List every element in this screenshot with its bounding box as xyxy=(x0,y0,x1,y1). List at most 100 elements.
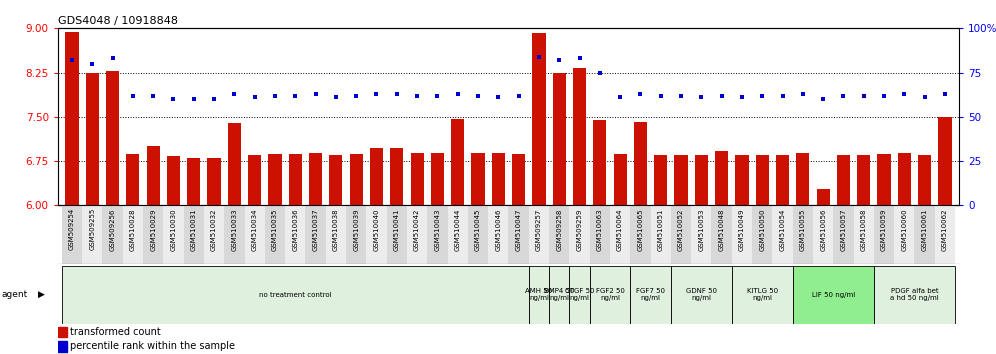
Bar xyxy=(573,68,586,205)
Bar xyxy=(752,205,772,264)
Bar xyxy=(570,266,590,324)
Text: GSM510052: GSM510052 xyxy=(678,208,684,251)
Text: GSM510058: GSM510058 xyxy=(861,208,867,251)
Bar xyxy=(549,266,570,324)
Text: GSM510049: GSM510049 xyxy=(739,208,745,251)
Bar xyxy=(187,158,200,205)
Bar xyxy=(431,153,444,205)
Bar xyxy=(772,205,793,264)
Bar xyxy=(732,266,793,324)
Bar xyxy=(650,205,671,264)
Bar xyxy=(346,205,367,264)
Bar xyxy=(817,189,830,205)
Bar xyxy=(58,341,67,352)
Bar xyxy=(918,155,931,205)
Bar xyxy=(549,205,570,264)
Bar xyxy=(146,146,159,205)
Bar xyxy=(367,205,386,264)
Bar xyxy=(813,205,834,264)
Text: GSM510033: GSM510033 xyxy=(231,208,237,251)
Text: GSM510055: GSM510055 xyxy=(800,208,806,251)
Bar xyxy=(897,153,911,205)
Text: PDGF alfa bet
a hd 50 ng/ml: PDGF alfa bet a hd 50 ng/ml xyxy=(890,288,939,302)
Bar xyxy=(873,205,894,264)
Bar xyxy=(877,154,890,205)
Text: GSM510062: GSM510062 xyxy=(942,208,948,251)
Bar xyxy=(183,205,204,264)
Text: GSM510063: GSM510063 xyxy=(597,208,603,251)
Text: GSM509256: GSM509256 xyxy=(110,208,116,251)
Bar xyxy=(427,205,447,264)
Bar xyxy=(630,266,671,324)
Bar xyxy=(407,205,427,264)
Text: ▶: ▶ xyxy=(38,290,45,299)
Bar xyxy=(163,205,183,264)
Bar xyxy=(858,155,871,205)
Bar xyxy=(207,158,221,205)
Bar xyxy=(508,205,529,264)
Text: GSM510040: GSM510040 xyxy=(374,208,379,251)
Text: GSM510059: GSM510059 xyxy=(881,208,887,251)
Bar xyxy=(245,205,265,264)
Bar xyxy=(735,155,749,205)
Bar xyxy=(695,155,708,205)
Bar xyxy=(590,266,630,324)
Text: GSM510065: GSM510065 xyxy=(637,208,643,251)
Text: FGF7 50
ng/ml: FGF7 50 ng/ml xyxy=(636,288,665,302)
Text: transformed count: transformed count xyxy=(70,327,161,337)
Text: GSM509254: GSM509254 xyxy=(69,208,75,251)
Bar xyxy=(935,205,955,264)
Bar xyxy=(630,205,650,264)
Bar xyxy=(224,205,245,264)
Bar xyxy=(938,117,951,205)
Bar xyxy=(756,155,769,205)
Text: GSM509255: GSM509255 xyxy=(90,208,96,251)
Text: GSM510061: GSM510061 xyxy=(921,208,927,251)
Text: GSM510045: GSM510045 xyxy=(475,208,481,251)
Bar xyxy=(265,205,285,264)
Text: GSM510029: GSM510029 xyxy=(150,208,156,251)
Text: no treatment control: no treatment control xyxy=(259,292,332,298)
Bar xyxy=(894,205,914,264)
Bar xyxy=(103,205,123,264)
Bar xyxy=(614,154,626,205)
Bar xyxy=(390,148,403,205)
Bar xyxy=(167,156,180,205)
Text: GSM509257: GSM509257 xyxy=(536,208,542,251)
Text: GSM510042: GSM510042 xyxy=(414,208,420,251)
Text: GSM510044: GSM510044 xyxy=(455,208,461,251)
Bar xyxy=(553,73,566,205)
Text: GSM510041: GSM510041 xyxy=(393,208,399,251)
Text: percentile rank within the sample: percentile rank within the sample xyxy=(70,342,235,352)
Bar xyxy=(732,205,752,264)
Bar xyxy=(793,266,873,324)
Bar xyxy=(468,205,488,264)
Text: GSM510028: GSM510028 xyxy=(129,208,135,251)
Text: GSM510051: GSM510051 xyxy=(657,208,663,251)
Text: GSM510037: GSM510037 xyxy=(313,208,319,251)
Bar xyxy=(691,205,711,264)
Text: CTGF 50
ng/ml: CTGF 50 ng/ml xyxy=(565,288,595,302)
Text: GSM510057: GSM510057 xyxy=(841,208,847,251)
Bar xyxy=(289,154,302,205)
Text: KITLG 50
ng/ml: KITLG 50 ng/ml xyxy=(747,288,778,302)
Bar xyxy=(854,205,873,264)
Bar xyxy=(671,205,691,264)
Bar xyxy=(451,119,464,205)
Text: GSM510046: GSM510046 xyxy=(495,208,501,251)
Bar xyxy=(671,266,732,324)
Text: GSM510031: GSM510031 xyxy=(191,208,197,251)
Bar xyxy=(386,205,407,264)
Text: GSM510054: GSM510054 xyxy=(780,208,786,251)
Text: LIF 50 ng/ml: LIF 50 ng/ml xyxy=(812,292,855,298)
Bar xyxy=(488,205,508,264)
Bar xyxy=(309,153,322,205)
Bar xyxy=(837,155,850,205)
Bar xyxy=(143,205,163,264)
Bar xyxy=(306,205,326,264)
Bar xyxy=(86,73,99,205)
Text: AMH 50
ng/ml: AMH 50 ng/ml xyxy=(525,288,553,302)
Text: GSM509259: GSM509259 xyxy=(577,208,583,251)
Text: GSM510060: GSM510060 xyxy=(901,208,907,251)
Text: GSM510030: GSM510030 xyxy=(170,208,176,251)
